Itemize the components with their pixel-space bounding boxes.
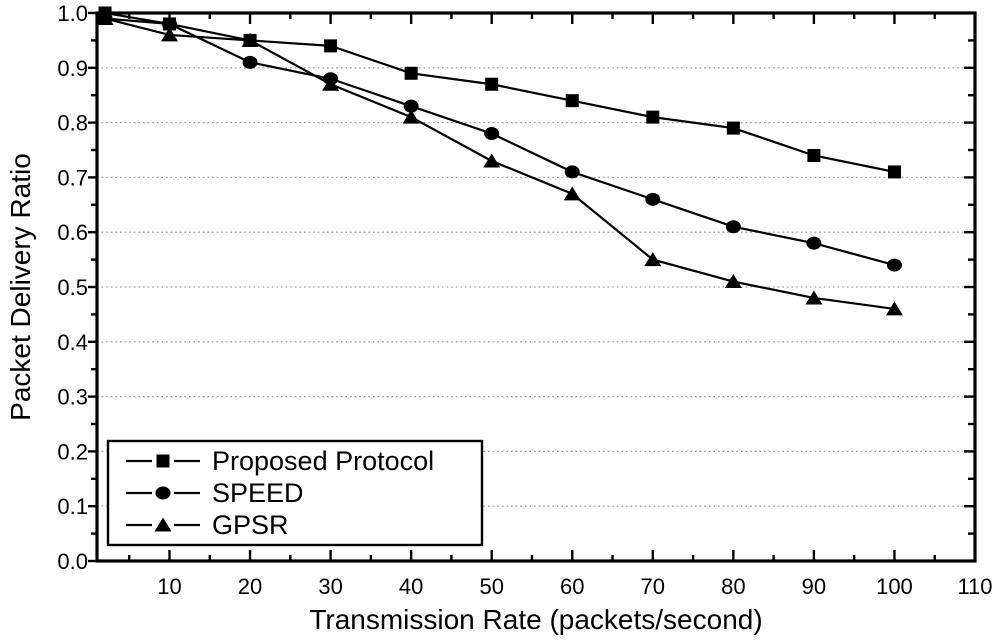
series-gpsr — [96, 10, 903, 316]
data-point-gpsr — [885, 301, 903, 316]
y-axis-title: Packet Delivery Ratio — [5, 153, 36, 421]
series-line-gpsr — [104, 17, 895, 311]
data-point-proposed-protocol — [726, 121, 740, 135]
data-point-speed — [484, 127, 500, 141]
series-line-proposed-protocol — [104, 11, 895, 173]
legend-marker-circle — [155, 486, 171, 500]
data-point-gpsr — [96, 10, 114, 25]
data-point-gpsr — [160, 27, 178, 42]
data-point-speed — [161, 17, 177, 31]
data-point-speed — [725, 220, 741, 234]
data-point-gpsr — [322, 76, 340, 91]
x-tick-label: 40 — [399, 574, 423, 599]
x-tick-label: 100 — [876, 574, 913, 599]
data-point-speed — [645, 192, 661, 206]
data-point-gpsr — [563, 186, 581, 201]
x-tick-label: 80 — [721, 574, 745, 599]
data-point-gpsr — [724, 274, 742, 289]
x-tick-label: 90 — [802, 574, 826, 599]
y-tick-label: 0.9 — [57, 56, 88, 81]
y-gridlines — [97, 67, 975, 507]
y-tick-label: 0.8 — [57, 111, 88, 136]
legend-item-speed: SPEED — [126, 478, 304, 508]
data-point-proposed-protocol — [887, 165, 901, 179]
data-point-proposed-protocol — [807, 148, 821, 162]
x-tick-labels: 10 20 30 40 50 60 70 80 90 100 110 — [157, 574, 992, 599]
data-point-gpsr — [241, 32, 259, 47]
x-tick-label: 70 — [641, 574, 665, 599]
y-tick-label: 0.1 — [57, 494, 88, 519]
legend-label: SPEED — [212, 478, 304, 508]
x-tick-label: 30 — [318, 574, 342, 599]
data-point-proposed-protocol — [324, 39, 338, 53]
y-tick-label: 1.0 — [57, 1, 88, 26]
y-tick-label: 0.7 — [57, 165, 88, 190]
axis-ticks — [88, 11, 977, 563]
data-point-proposed-protocol — [404, 66, 418, 80]
x-tick-label: 10 — [157, 574, 181, 599]
x-axis-title: Transmission Rate (packets/second) — [309, 604, 762, 635]
data-point-gpsr — [402, 109, 420, 124]
x-tick-label: 20 — [238, 574, 262, 599]
legend-marker-square — [156, 454, 170, 468]
x-tick-label: 60 — [560, 574, 584, 599]
y-tick-label: 0.0 — [57, 549, 88, 574]
data-point-proposed-protocol — [565, 94, 579, 108]
data-point-speed — [403, 99, 419, 113]
data-point-proposed-protocol — [646, 110, 660, 124]
y-tick-label: 0.4 — [57, 330, 88, 355]
y-tick-label: 0.3 — [57, 385, 88, 410]
legend-item-gpsr: GPSR — [126, 510, 289, 540]
legend-item-proposed-protocol: Proposed Protocol — [126, 446, 434, 476]
legend-label: Proposed Protocol — [212, 446, 434, 476]
legend-marker-triangle — [154, 517, 172, 532]
data-point-speed — [886, 258, 902, 272]
series-proposed-protocol — [98, 6, 901, 179]
data-point-speed — [806, 236, 822, 250]
y-tick-label: 0.5 — [57, 275, 88, 300]
data-point-gpsr — [644, 252, 662, 267]
y-tick-label: 0.2 — [57, 439, 88, 464]
x-tick-label: 110 — [957, 574, 992, 599]
data-point-proposed-protocol — [485, 77, 499, 91]
data-point-gpsr — [805, 290, 823, 305]
data-point-speed — [564, 165, 580, 179]
series-speed — [97, 11, 902, 272]
data-point-speed — [242, 55, 258, 69]
legend-label: GPSR — [212, 510, 289, 540]
data-point-gpsr — [483, 153, 501, 168]
x-tick-label: 50 — [479, 574, 503, 599]
y-tick-labels: 0.0 0.1 0.2 0.3 0.4 0.5 0.6 0.7 0.8 0.9 1.0 — [57, 1, 88, 574]
y-tick-label: 0.6 — [57, 220, 88, 245]
